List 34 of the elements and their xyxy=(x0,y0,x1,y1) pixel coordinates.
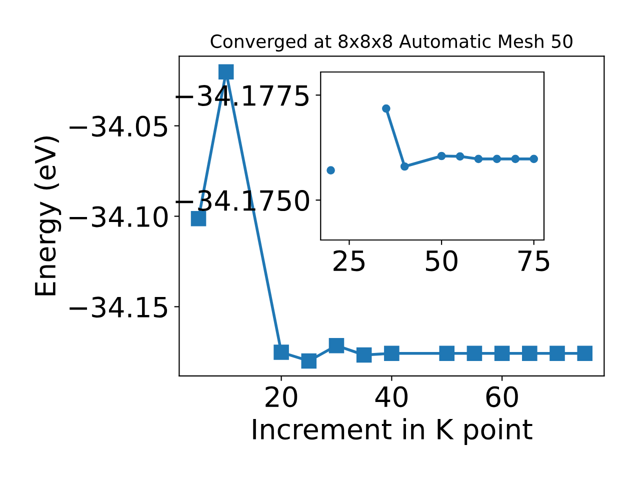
y-tick-label: −34.10 xyxy=(70,206,168,228)
point xyxy=(456,152,464,161)
point xyxy=(218,64,234,80)
y-tick-label: −34.15 xyxy=(70,296,168,318)
x-tick-label: 40 xyxy=(375,386,408,408)
point xyxy=(190,210,206,226)
chart-title: Converged at 8x8x8 Automatic Mesh 50 xyxy=(210,34,572,52)
x-tick-label: 75 xyxy=(518,250,550,272)
point xyxy=(466,346,482,362)
point xyxy=(474,154,483,164)
point xyxy=(492,154,502,164)
point xyxy=(530,154,538,164)
point xyxy=(328,338,344,354)
point xyxy=(494,346,510,362)
point xyxy=(400,162,409,171)
point xyxy=(439,346,455,362)
point xyxy=(577,346,592,362)
y-tick-label: −34.05 xyxy=(70,116,168,137)
point xyxy=(550,346,565,362)
point xyxy=(437,152,446,160)
y-axis-title: Energy (eV) xyxy=(34,136,62,296)
point xyxy=(384,346,400,362)
point xyxy=(511,154,520,164)
x-tick-label: 20 xyxy=(266,386,298,408)
x-tick-label: 60 xyxy=(486,386,518,408)
point xyxy=(301,353,317,369)
x-tick-label: 50 xyxy=(426,250,458,272)
point xyxy=(382,104,390,113)
point xyxy=(326,166,335,174)
point xyxy=(356,347,372,363)
x-tick-label: 25 xyxy=(334,250,364,272)
point xyxy=(522,346,538,362)
x-axis-title: Increment in K point xyxy=(253,418,532,446)
point xyxy=(274,344,289,360)
